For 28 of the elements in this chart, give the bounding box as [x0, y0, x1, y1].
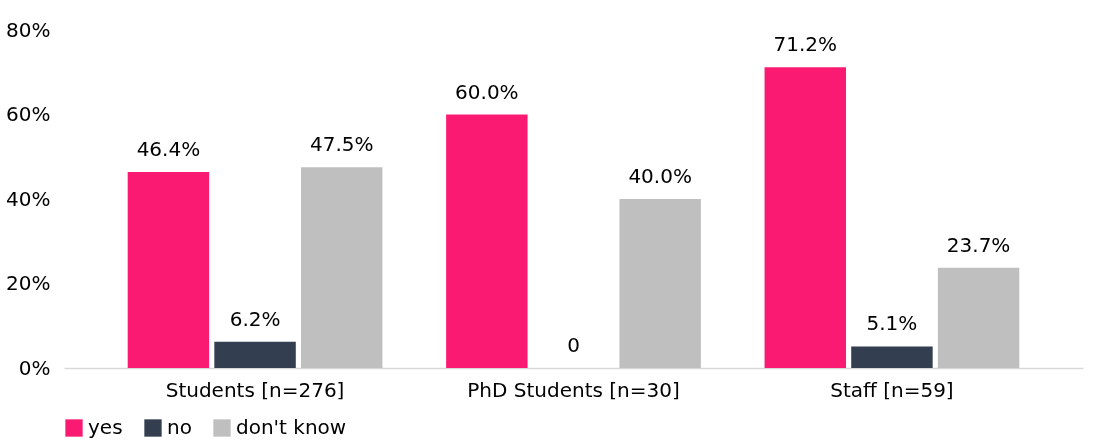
x-tick-label: PhD Students [n=30]	[467, 377, 680, 402]
data-label: 60.0%	[455, 79, 519, 104]
legend-label: don't know	[236, 415, 347, 439]
x-tick-label: Staff [n=59]	[830, 377, 954, 402]
data-label: 40.0%	[628, 164, 692, 188]
data-label: 46.4%	[136, 136, 201, 161]
y-tick-label: 60%	[6, 102, 51, 126]
data-label: 6.2%	[229, 306, 281, 331]
data-label: 47.5%	[309, 132, 374, 157]
bar	[937, 267, 1020, 368]
y-tick-label: 0%	[18, 355, 51, 380]
data-label: 71.2%	[773, 32, 838, 57]
x-tick-label: Students [n=276]	[165, 377, 345, 402]
data-label: 0	[567, 333, 580, 357]
bar	[214, 341, 296, 368]
bar	[446, 114, 528, 368]
data-label: 5.1%	[866, 311, 918, 336]
legend-label: yes	[88, 415, 123, 439]
bar	[127, 171, 210, 368]
bar	[300, 167, 383, 368]
y-tick-label: 20%	[6, 271, 51, 295]
bar	[764, 67, 847, 368]
data-label: 23.7%	[946, 232, 1011, 257]
bar	[619, 199, 701, 368]
legend-label: no	[167, 415, 192, 439]
bar	[851, 346, 933, 368]
y-tick-label: 40%	[6, 186, 51, 211]
y-tick-label: 80%	[6, 17, 51, 42]
